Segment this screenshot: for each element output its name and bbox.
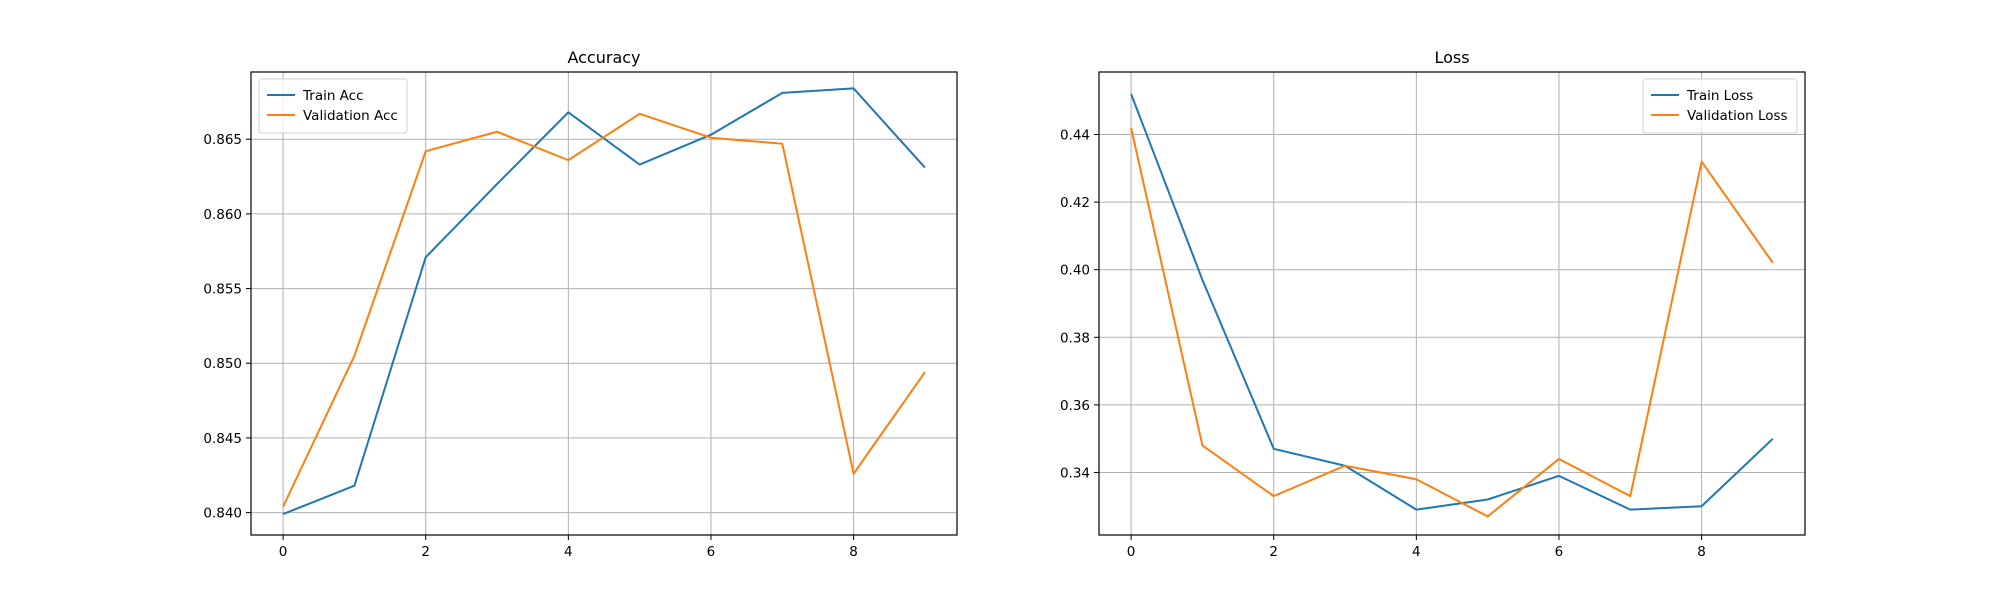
accuracy-legend-label-validation: Validation Acc (303, 108, 398, 124)
loss-x-tick-label: 6 (1555, 544, 1564, 560)
loss-plot-frame (1098, 71, 1806, 536)
accuracy-x-tick-label: 2 (421, 544, 430, 560)
loss-x-tick-label: 4 (1412, 544, 1421, 560)
accuracy-y-tick-label: 0.850 (203, 356, 242, 372)
accuracy-x-tick-label: 0 (279, 544, 288, 560)
loss-x-tick-label: 8 (1697, 544, 1706, 560)
loss-legend: Train Loss Validation Loss (1642, 78, 1798, 134)
loss-legend-box (1642, 78, 1798, 134)
accuracy-legend-label-train: Train Acc (302, 88, 364, 104)
accuracy-legend-box (258, 78, 408, 134)
loss-legend-label-train: Train Loss (1686, 88, 1753, 104)
loss-y-tick-label: 0.38 (1060, 330, 1090, 346)
loss-legend-label-validation: Validation Loss (1687, 108, 1788, 124)
accuracy-chart: 0 2 4 6 8 0.840 0.845 0.850 0.855 0.860 0.865 Accu… (203, 48, 958, 560)
loss-y-tick-label: 0.36 (1060, 398, 1090, 414)
accuracy-y-tick-label: 0.860 (203, 207, 242, 223)
accuracy-plot-frame (250, 71, 958, 536)
loss-chart: 0 2 4 6 8 0.34 0.36 0.38 0.40 0.42 0.44 Loss Train… (1060, 48, 1806, 560)
accuracy-series-line-validation (282, 112, 926, 508)
loss-y-tick-label: 0.44 (1060, 128, 1090, 144)
accuracy-y-tick-label: 0.845 (203, 431, 242, 447)
loss-y-tick-label: 0.40 (1060, 263, 1090, 279)
loss-chart-title: Loss (1434, 48, 1469, 67)
loss-series-line-train (1130, 93, 1774, 511)
accuracy-x-tick-label: 8 (849, 544, 858, 560)
loss-x-tick-label: 0 (1127, 544, 1136, 560)
loss-series-line-validation (1130, 127, 1774, 518)
accuracy-x-tick-label: 4 (564, 544, 573, 560)
accuracy-y-tick-label: 0.855 (203, 282, 242, 298)
accuracy-x-tick-label: 6 (707, 544, 716, 560)
loss-x-tick-label: 2 (1269, 544, 1278, 560)
loss-y-tick-label: 0.34 (1060, 465, 1090, 481)
accuracy-chart-title: Accuracy (567, 48, 640, 67)
accuracy-y-tick-label: 0.840 (203, 506, 242, 522)
accuracy-legend: Train Acc Validation Acc (258, 78, 408, 134)
accuracy-series-line-train (282, 87, 926, 516)
accuracy-y-tick-label: 0.865 (203, 132, 242, 148)
loss-y-tick-label: 0.42 (1060, 195, 1090, 211)
